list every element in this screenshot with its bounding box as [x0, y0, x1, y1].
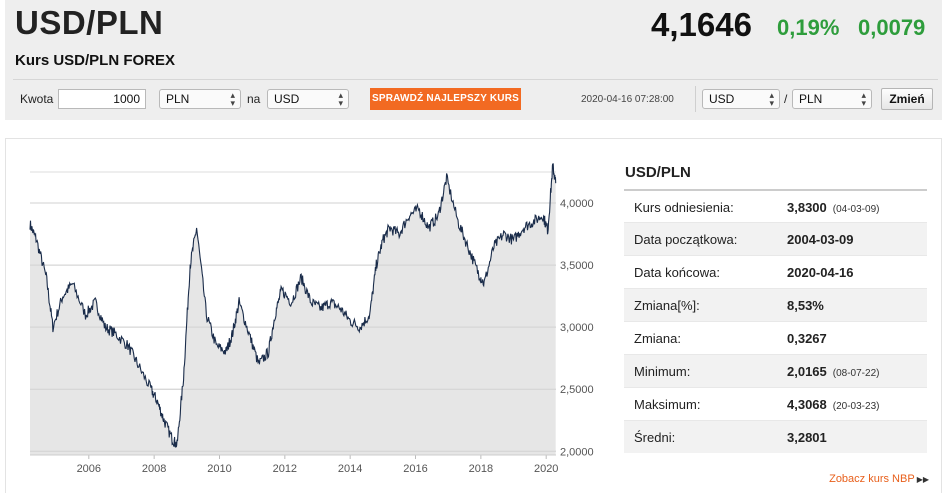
change-percent: 0,19% [777, 15, 840, 40]
x-tick-label: 2016 [403, 463, 427, 475]
select-arrows-icon: ▴ ▾ [338, 90, 343, 108]
stats-label: Data końcowa: [634, 265, 720, 280]
stats-value: 2004-03-09 [787, 232, 854, 247]
timestamp: 2020-04-16 07:28:00 [581, 94, 674, 105]
y-tick-label: 3,5000 [560, 260, 594, 272]
stats-label: Maksimum: [634, 397, 701, 412]
to-label: na [247, 92, 261, 106]
stats-value: 3,8300 (04-03-09) [787, 200, 880, 215]
header-panel: USD/PLN Kurs USD/PLN FOREX 4,1646 0,19% … [5, 0, 942, 120]
quote-currency-select[interactable]: PLN ▴ ▾ [792, 89, 872, 109]
y-tick-label: 2,0000 [560, 446, 594, 458]
to-currency-value: USD [274, 92, 300, 106]
stats-row-change: Zmiana: 0,3267 [624, 321, 927, 354]
change-absolute: 0,0079 [858, 15, 926, 40]
stats-label: Minimum: [634, 364, 691, 379]
x-tick-label: 2020 [534, 463, 558, 475]
x-tick-label: 2014 [338, 463, 362, 475]
stats-row-maximum: Maksimum: 4,3068 (20-03-23) [624, 387, 927, 420]
select-arrows-icon: ▴ ▾ [861, 90, 866, 108]
page-subtitle: Kurs USD/PLN FOREX [15, 52, 176, 69]
pair-separator: / [784, 92, 788, 106]
x-tick-label: 2018 [469, 463, 493, 475]
base-currency-value: USD [709, 92, 735, 106]
to-currency-select[interactable]: USD ▴ ▾ [267, 89, 349, 109]
quote-currency-value: PLN [799, 92, 823, 106]
x-tick-label: 2010 [207, 463, 231, 475]
stats-label: Zmiana: [634, 331, 681, 346]
from-currency-value: PLN [166, 92, 190, 106]
stats-value: 2,0165 (08-07-22) [787, 364, 880, 379]
stats-title: USD/PLN [625, 164, 691, 181]
stats-value: 2020-04-16 [787, 265, 854, 280]
stats-value: 8,53% [787, 298, 824, 313]
stats-value: 0,3267 [787, 331, 827, 346]
stats-row-change-percent: Zmiana[%]: 8,53% [624, 288, 927, 321]
header-divider [13, 79, 938, 80]
stats-label: Data początkowa: [634, 232, 738, 247]
select-arrows-icon: ▴ ▾ [230, 90, 235, 108]
stats-row-start-date: Data początkowa: 2004-03-09 [624, 222, 927, 255]
x-tick-label: 2006 [77, 463, 101, 475]
stats-value: 4,3068 (20-03-23) [787, 397, 880, 412]
y-tick-label: 3,0000 [560, 322, 594, 334]
base-currency-select[interactable]: USD ▴ ▾ [702, 89, 780, 109]
stats-label: Kurs odniesienia: [634, 200, 734, 215]
best-rate-button[interactable]: SPRAWDŹ NAJLEPSZY KURS [370, 88, 521, 110]
x-tick-label: 2008 [142, 463, 166, 475]
series-area-fill [30, 163, 556, 455]
stats-label: Zmiana[%]: [634, 298, 700, 313]
stats-row-average: Średni: 3,2801 [624, 420, 927, 453]
amount-input[interactable] [58, 89, 146, 109]
toolbar-separator [695, 86, 696, 112]
stats-row-end-date: Data końcowa: 2020-04-16 [624, 255, 927, 288]
double-arrow-icon: ▶▶ [916, 475, 929, 484]
stats-table: Kurs odniesienia: 3,8300 (04-03-09) Data … [624, 189, 927, 453]
current-rate: 4,1646 [651, 6, 752, 43]
pair-title: USD/PLN [15, 4, 164, 41]
y-tick-label: 4,0000 [560, 198, 594, 210]
change-pair-button[interactable]: Zmień [881, 88, 933, 110]
stats-value: 3,2801 [787, 430, 827, 445]
y-tick-label: 2,5000 [560, 384, 594, 396]
x-tick-label: 2012 [273, 463, 297, 475]
stats-row-minimum: Minimum: 2,0165 (08-07-22) [624, 354, 927, 387]
from-currency-select[interactable]: PLN ▴ ▾ [159, 89, 241, 109]
select-arrows-icon: ▴ ▾ [769, 90, 774, 108]
series-line [29, 163, 557, 448]
amount-label: Kwota [20, 92, 54, 106]
stats-label: Średni: [634, 430, 676, 445]
nbp-rate-link[interactable]: Zobacz kurs NBP ▶▶ [829, 473, 929, 485]
stats-row-reference: Kurs odniesienia: 3,8300 (04-03-09) [624, 189, 927, 222]
